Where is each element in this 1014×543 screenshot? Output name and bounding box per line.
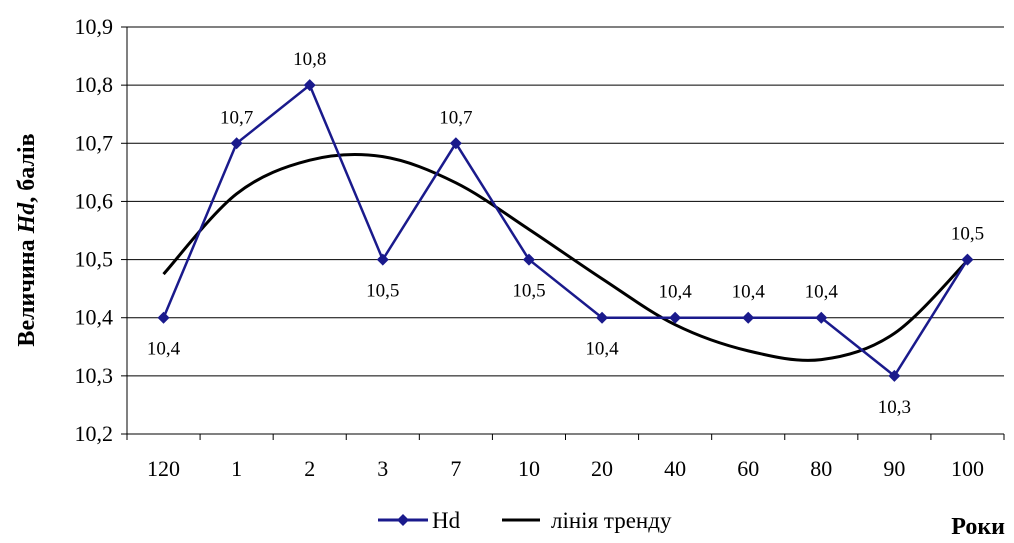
x-tick-label: 60	[737, 456, 759, 481]
hd-point-marker	[961, 253, 974, 266]
y-tick-label: 10,5	[75, 247, 114, 272]
hd-point-marker	[157, 311, 170, 324]
y-tick-label: 10,2	[75, 421, 114, 446]
data-label: 10,4	[585, 339, 619, 360]
x-tick-label: 120	[147, 456, 180, 481]
x-tick-label: 90	[883, 456, 905, 481]
x-tick-label: 7	[450, 456, 461, 481]
data-label: 10,5	[366, 281, 399, 302]
data-label: 10,4	[732, 282, 766, 303]
hd-point-marker	[669, 311, 682, 324]
legend-hd-label: Hd	[432, 508, 461, 533]
x-tick-labels: 120 1 2 3 7 10 20 40 60 80 90 100	[147, 456, 984, 481]
data-label: 10,4	[147, 339, 181, 360]
y-axis-title-prefix: Величина	[14, 233, 40, 346]
trend-line	[162, 153, 969, 362]
hd-point-marker	[522, 253, 535, 266]
hd-point-marker	[888, 369, 901, 382]
x-axis-title: Роки	[951, 514, 1005, 540]
data-label: 10,5	[512, 281, 545, 302]
y-tick-label: 10,9	[75, 14, 114, 39]
trend-series	[162, 153, 969, 362]
gridlines	[127, 26, 1004, 377]
data-label: 10,8	[293, 49, 326, 70]
y-tick-label: 10,7	[75, 130, 114, 155]
y-axis-title: Величина Hd, балів	[14, 133, 40, 346]
x-tick-label: 40	[664, 456, 686, 481]
y-axis-title-suffix: , балів	[14, 133, 40, 202]
x-tick-label: 10	[518, 456, 540, 481]
hd-series-line	[162, 83, 969, 378]
hd-point-marker	[449, 137, 462, 150]
x-tick-label: 100	[951, 456, 984, 481]
x-tick-label: 2	[304, 456, 315, 481]
y-axis-title-italic: Hd	[14, 202, 40, 235]
hd-point-marker	[230, 137, 243, 150]
x-tick-label: 80	[810, 456, 832, 481]
legend-hd-marker-icon	[397, 514, 409, 526]
hd-point-marker	[815, 311, 828, 324]
y-tick-labels: 10,2 10,3 10,4 10,5 10,6 10,7 10,8 10,9	[75, 14, 114, 446]
data-label: 10,7	[220, 107, 253, 128]
data-label: 10,7	[439, 107, 472, 128]
legend: Hd лінія тренду	[378, 508, 672, 533]
data-label: 10,4	[659, 282, 693, 303]
y-tick-label: 10,3	[75, 363, 114, 388]
hd-series	[157, 79, 974, 382]
axes	[121, 26, 1005, 440]
x-tick-label: 20	[591, 456, 613, 481]
hd-point-marker	[303, 79, 316, 92]
y-tick-label: 10,4	[75, 305, 114, 330]
legend-trend-label: лінія тренду	[551, 508, 672, 533]
y-tick-label: 10,6	[75, 188, 114, 213]
hd-point-marker	[596, 311, 609, 324]
data-label: 10,3	[878, 397, 911, 418]
x-tick-label: 3	[377, 456, 388, 481]
x-tick-label: 1	[231, 456, 242, 481]
data-label: 10,5	[951, 224, 984, 245]
hd-point-marker	[376, 253, 389, 266]
y-tick-label: 10,8	[75, 72, 114, 97]
data-label: 10,4	[805, 282, 839, 303]
hd-point-marker	[742, 311, 755, 324]
data-labels: 10,4 10,7 10,8 10,5 10,7 10,5 10,4 10,4 10,4 10,4…	[147, 49, 984, 418]
